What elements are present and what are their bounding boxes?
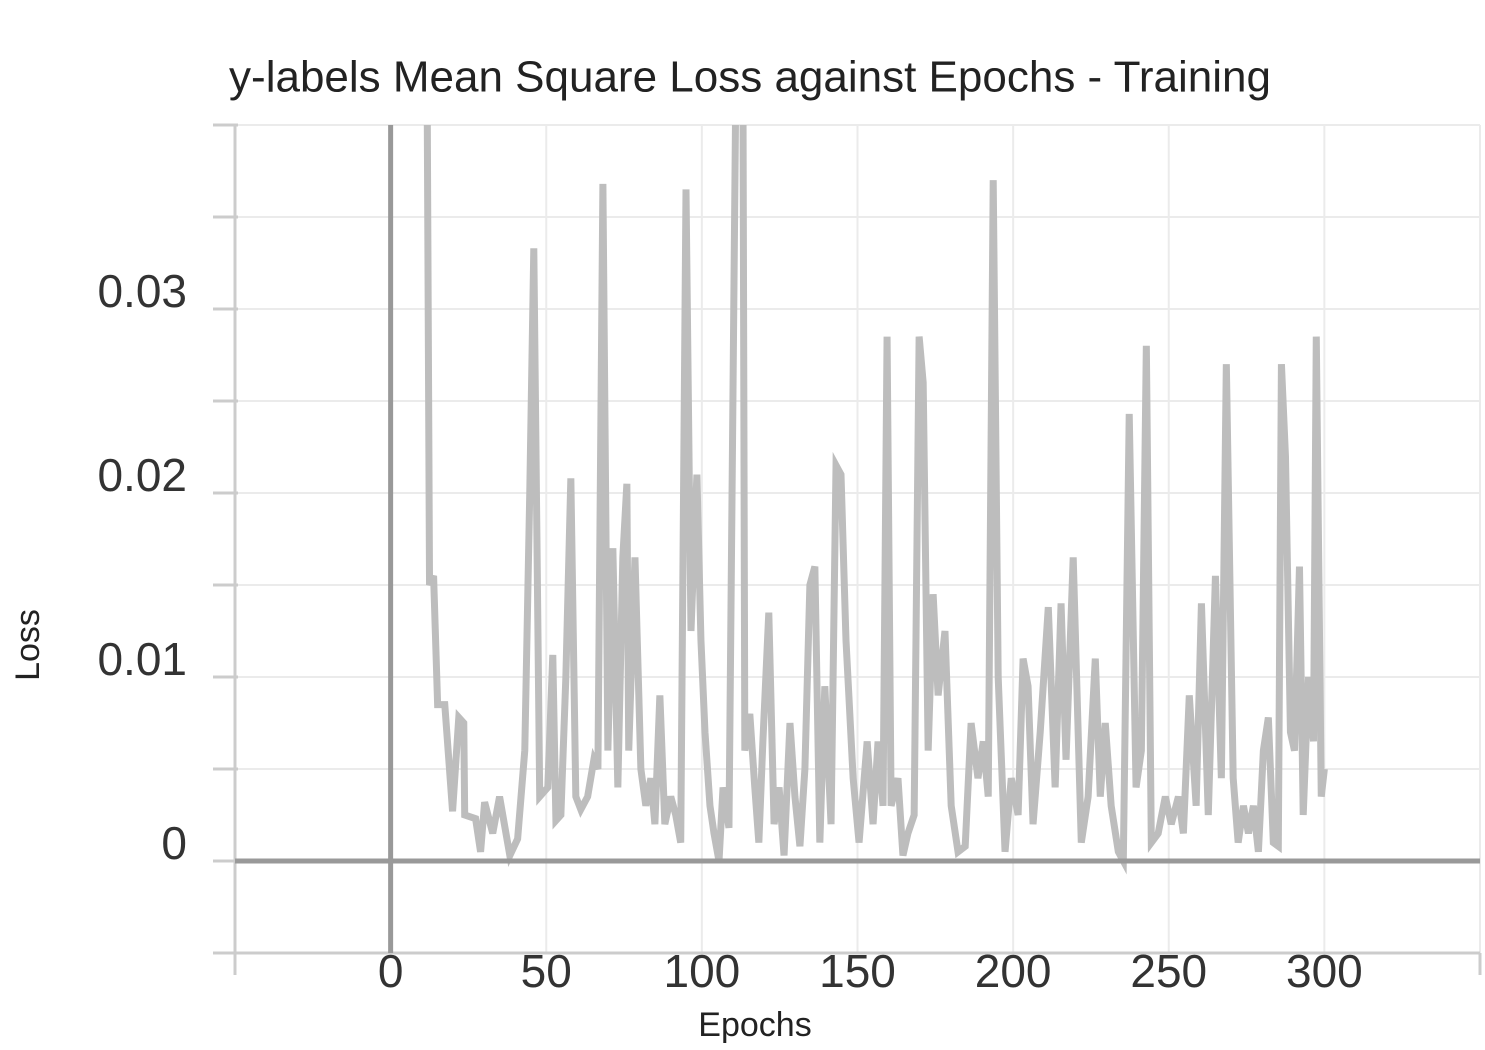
y-axis-label: Loss xyxy=(9,609,47,681)
x-axis-label: Epochs xyxy=(698,1006,811,1044)
y-tick-label: 0.01 xyxy=(97,633,187,685)
plot: 00.010.020.030 50 100 150 200 250 300 xyxy=(97,123,1482,997)
y-tick-label: 0.02 xyxy=(97,449,187,501)
chart-title: y-labels Mean Square Loss against Epochs… xyxy=(229,53,1271,102)
y-tick-label: 0 xyxy=(161,817,187,869)
loss-line xyxy=(423,125,1328,875)
y-tick-label: 0.03 xyxy=(97,265,187,317)
